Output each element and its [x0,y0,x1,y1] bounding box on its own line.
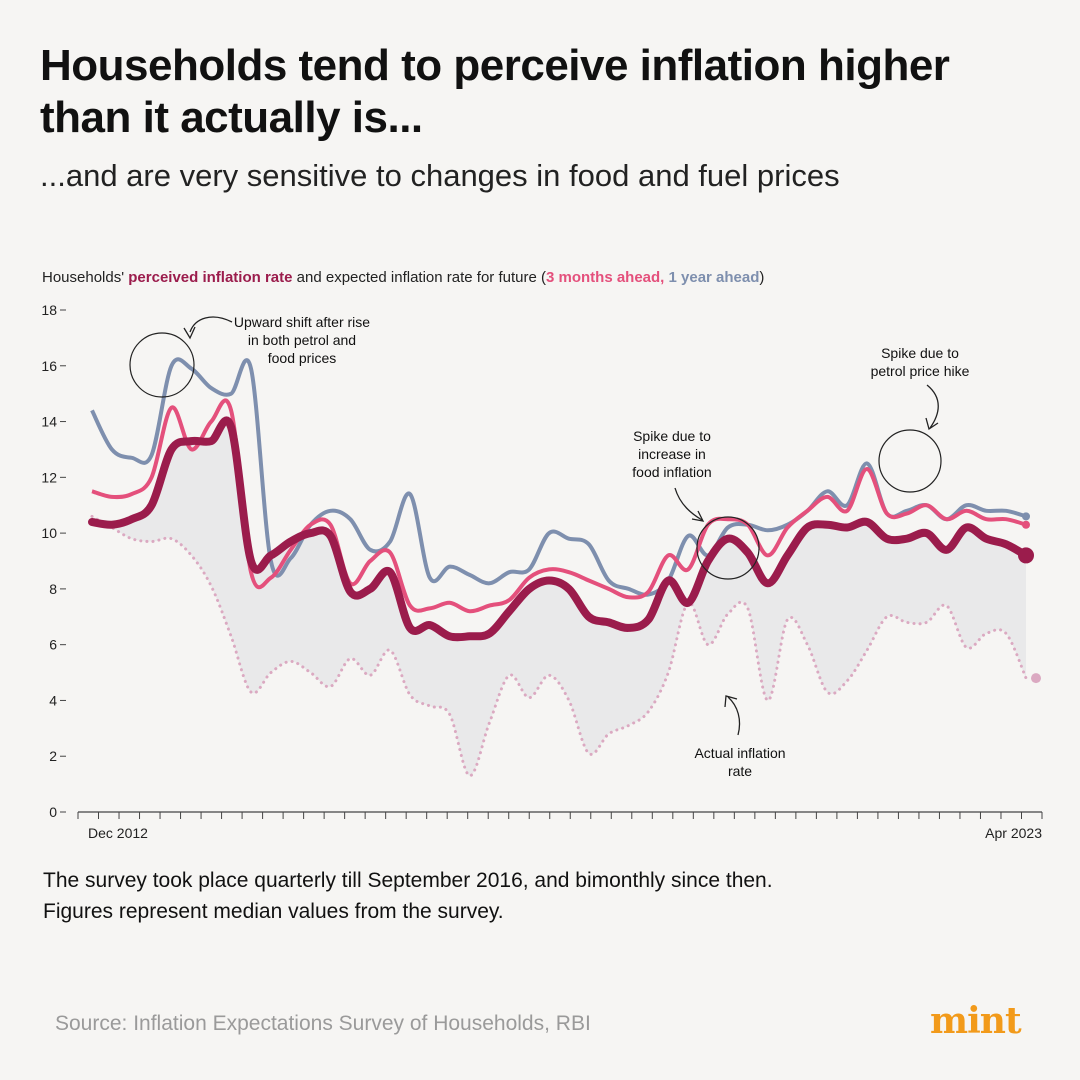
chart-label-middle: and expected inflation rate for future ( [296,269,546,286]
footnote-line-2: Figures represent median values from the… [43,900,504,923]
y-tick-label: 4 [49,692,57,708]
perceived-inflation-end-dot [1018,547,1034,564]
one-year-ahead-end-dot [1022,512,1030,521]
chart-title: Households tend to perceive inflation hi… [40,41,950,142]
series-layer [88,357,1041,778]
upward-shift-note: in both petrol and [248,332,356,348]
chart-label-prefix: Households' [42,269,125,286]
food-spike-arrowhead [691,510,705,522]
petrol-spike-note: petrol price hike [871,363,970,379]
axis-layer: 0 2 4 6 8 10 12 14 16 18 Dec 2012 Apr 2023 [41,302,1043,841]
y-tick-label: 12 [41,469,57,485]
y-tick-label: 6 [49,637,57,653]
chart-label-suffix: ) [759,269,765,286]
actual-inflation-end-dot [1031,673,1041,684]
y-tick-label: 0 [49,804,57,820]
footnote: The survey took place quarterly till Sep… [43,865,773,927]
annotation-layer: Upward shift after rise in both petrol an… [129,314,970,779]
inflation-chart: 0 2 4 6 8 10 12 14 16 18 Dec 2012 Apr 2023 Upward s… [41,302,1043,841]
petrol-spike-arrow [926,384,939,429]
y-tick-label: 18 [41,302,57,318]
gap-fill-layer [92,420,1026,776]
y-tick-label: 2 [49,748,57,764]
actual-rate-arrow [727,696,741,736]
upward-shift-note: food prices [268,350,336,366]
y-tick-label: 10 [41,525,57,541]
food-spike-arrow [674,487,703,521]
upward-shift-note: Upward shift after rise [234,314,370,330]
actual-rate-note: Actual inflation [694,745,785,761]
upward-shift-arrowhead [183,326,196,340]
actual-rate-arrowhead [724,695,738,708]
y-tick-label: 14 [41,414,57,430]
perceived-actual-gap-area [92,420,1026,776]
food-spike-note: Spike due to [633,428,711,444]
x-label-end: Apr 2023 [985,825,1042,841]
petrol-spike-circle [878,429,942,493]
chart-subtitle: ...and are very sensitive to changes in … [40,158,840,193]
y-tick-label: 8 [49,581,57,597]
upward-shift-arrow [189,316,233,333]
food-spike-note: increase in [638,446,706,462]
petrol-spike-arrowhead [925,417,939,431]
legend-three-month: 3 months ahead, [545,269,665,286]
food-spike-circle [696,516,760,580]
actual-inflation-line [90,514,1028,778]
upward-shift-circle [129,332,195,398]
food-spike-note: food inflation [632,464,711,480]
source-text: Source: Inflation Expectations Survey of… [55,1012,591,1035]
x-label-start: Dec 2012 [88,825,148,841]
perceived-inflation-line [88,416,1030,642]
y-tick-label: 16 [41,358,57,374]
actual-rate-note: rate [728,763,752,779]
one-year-ahead-line [90,357,1027,597]
three-month-ahead-end-dot [1022,520,1030,529]
mint-logo: mint [930,1000,1022,1042]
legend-one-year: 1 year ahead [668,269,760,286]
footnote-line-1: The survey took place quarterly till Sep… [43,869,773,892]
legend-perceived: perceived inflation rate [128,269,293,286]
chart-label: Households' perceived inflation rate and… [42,269,764,286]
petrol-spike-note: Spike due to [881,345,959,361]
